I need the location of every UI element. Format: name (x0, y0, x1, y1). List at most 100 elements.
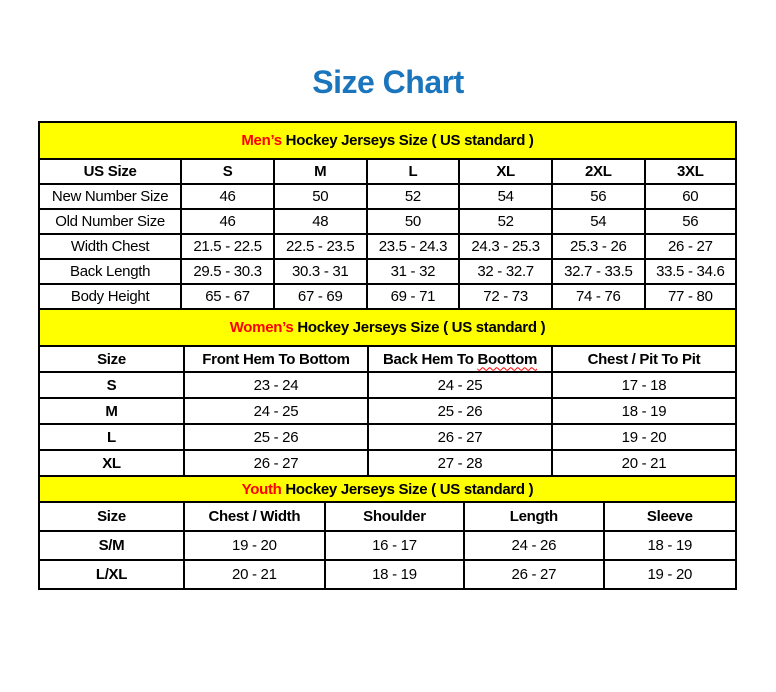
mens-column-header-0: US Size (37, 158, 183, 185)
size-value-cell: 30.3 - 31 (272, 258, 368, 285)
size-value-cell: 60 (643, 183, 738, 210)
size-value-cell: 25.3 - 26 (550, 233, 646, 260)
mens-table-band: Men’s Hockey Jerseys Size ( US standard … (38, 121, 737, 160)
row-label: XL (38, 449, 185, 477)
size-value-cell: 72 - 73 (458, 283, 553, 310)
size-value-cell: 26 - 27 (182, 449, 369, 477)
row-label: M (38, 397, 185, 425)
youth-table-row: S/M 19 - 20 16 - 17 24 - 26 18 - 19 (38, 530, 738, 561)
mens-table-row: Back Length 29.5 - 30.3 30.3 - 31 31 - 32 32… (37, 258, 738, 285)
size-value-cell: 52 (365, 183, 461, 210)
size-value-cell: 26 - 27 (463, 559, 605, 590)
womens-table-row: XL 26 - 27 27 - 28 20 - 21 (38, 449, 738, 477)
size-value-cell: 74 - 76 (550, 283, 646, 310)
row-label: New Number Size (37, 183, 183, 210)
youth-column-header-4: Sleeve (602, 501, 738, 532)
size-value-cell: 56 (643, 208, 738, 235)
youth-column-header-0: Size (38, 501, 185, 532)
size-value-cell: 50 (365, 208, 461, 235)
size-value-cell: 31 - 32 (365, 258, 461, 285)
size-tables: Men’s Hockey Jerseys Size ( US standard … (37, 121, 738, 590)
size-value-cell: 52 (458, 208, 553, 235)
womens-size-table: Women’s Hockey Jerseys Size ( US standar… (38, 308, 738, 477)
row-label: Body Height (37, 283, 183, 310)
row-label: L (38, 423, 185, 451)
youth-size-table: Youth Hockey Jerseys Size ( US standard … (38, 475, 738, 590)
youth-table-row: L/XL 20 - 21 18 - 19 26 - 27 19 - 20 (38, 559, 738, 590)
size-value-cell: 21.5 - 22.5 (180, 233, 275, 260)
size-value-cell: 20 - 21 (550, 449, 738, 477)
size-value-cell: 18 - 19 (550, 397, 738, 425)
row-label: S/M (38, 530, 185, 561)
misspelled-word: Boottom (477, 350, 537, 368)
mens-table-row: Width Chest 21.5 - 22.5 22.5 - 23.5 23.5 - … (37, 233, 738, 260)
size-value-cell: 18 - 19 (323, 559, 466, 590)
size-value-cell: 19 - 20 (182, 530, 326, 561)
womens-column-header-1: Front Hem To Bottom (182, 345, 369, 373)
size-value-cell: 56 (550, 183, 646, 210)
size-value-cell: 20 - 21 (182, 559, 326, 590)
mens-table-row: New Number Size 46 50 52 54 56 60 (37, 183, 738, 210)
womens-column-header-2: Back Hem To Boottom (366, 345, 553, 373)
row-label: Back Length (37, 258, 183, 285)
size-value-cell: 54 (550, 208, 646, 235)
youth-column-header-3: Length (463, 501, 605, 532)
size-value-cell: 25 - 26 (182, 423, 369, 451)
youth-column-header-2: Shoulder (323, 501, 466, 532)
size-value-cell: 65 - 67 (180, 283, 275, 310)
band-accent-label: Youth (241, 480, 282, 498)
size-value-cell: 24 - 26 (463, 530, 605, 561)
size-value-cell: 32.7 - 33.5 (550, 258, 646, 285)
size-value-cell: 26 - 27 (643, 233, 738, 260)
womens-table-row: L 25 - 26 26 - 27 19 - 20 (38, 423, 738, 451)
size-value-cell: 22.5 - 23.5 (272, 233, 368, 260)
size-value-cell: 24.3 - 25.3 (458, 233, 553, 260)
womens-table-band: Women’s Hockey Jerseys Size ( US standar… (38, 308, 737, 347)
womens-table-row: M 24 - 25 25 - 26 18 - 19 (38, 397, 738, 425)
size-value-cell: 19 - 20 (602, 559, 738, 590)
band-accent-label: Men’s (241, 132, 282, 149)
womens-column-header-0: Size (38, 345, 185, 373)
size-value-cell: 27 - 28 (366, 449, 553, 477)
youth-column-header-1: Chest / Width (182, 501, 326, 532)
size-value-cell: 32 - 32.7 (458, 258, 553, 285)
size-value-cell: 46 (180, 208, 275, 235)
row-label: Old Number Size (37, 208, 183, 235)
band-rest-label: Hockey Jerseys Size ( US standard ) (293, 319, 546, 336)
mens-column-header-5: 2XL (550, 158, 646, 185)
size-value-cell: 17 - 18 (550, 371, 738, 399)
mens-column-header-3: L (365, 158, 461, 185)
size-value-cell: 69 - 71 (365, 283, 461, 310)
size-value-cell: 50 (272, 183, 368, 210)
band-rest-label: Hockey Jerseys Size ( US standard ) (281, 480, 534, 498)
size-value-cell: 24 - 25 (366, 371, 553, 399)
size-value-cell: 48 (272, 208, 368, 235)
size-value-cell: 23.5 - 24.3 (365, 233, 461, 260)
size-value-cell: 26 - 27 (366, 423, 553, 451)
size-value-cell: 23 - 24 (182, 371, 369, 399)
size-value-cell: 33.5 - 34.6 (643, 258, 738, 285)
band-accent-label: Women’s (229, 319, 294, 336)
size-value-cell: 24 - 25 (182, 397, 369, 425)
size-value-cell: 54 (458, 183, 553, 210)
size-value-cell: 67 - 69 (272, 283, 368, 310)
band-rest-label: Hockey Jerseys Size ( US standard ) (281, 132, 534, 149)
womens-column-header-3: Chest / Pit To Pit (550, 345, 738, 373)
mens-size-table: Men’s Hockey Jerseys Size ( US standard … (37, 121, 738, 310)
size-value-cell: 46 (180, 183, 275, 210)
size-value-cell: 25 - 26 (366, 397, 553, 425)
size-value-cell: 18 - 19 (602, 530, 738, 561)
mens-table-row: Old Number Size 46 48 50 52 54 56 (37, 208, 738, 235)
page-title: Size Chart (312, 64, 464, 100)
row-label: L/XL (38, 559, 185, 590)
mens-column-header-4: XL (458, 158, 553, 185)
youth-table-band: Youth Hockey Jerseys Size ( US standard … (38, 475, 737, 503)
mens-column-header-6: 3XL (643, 158, 738, 185)
mens-table-row: Body Height 65 - 67 67 - 69 69 - 71 72 - 73 7… (37, 283, 738, 310)
size-value-cell: 19 - 20 (550, 423, 738, 451)
row-label: S (38, 371, 185, 399)
mens-column-header-2: M (272, 158, 368, 185)
header-text: Back Hem To (382, 350, 478, 368)
mens-column-header-1: S (180, 158, 275, 185)
